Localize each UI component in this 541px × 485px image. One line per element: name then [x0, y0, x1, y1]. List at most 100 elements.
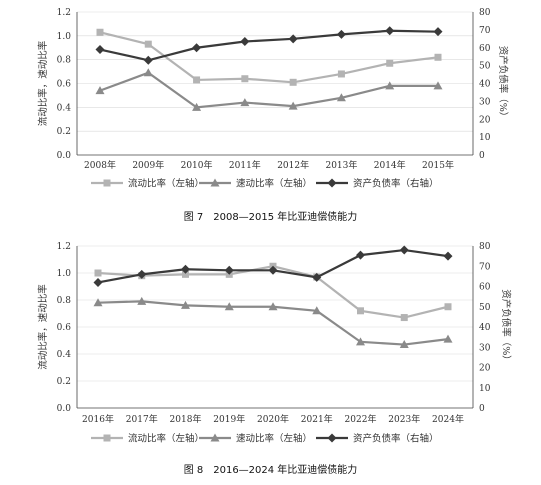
data-point-series-2 [240, 36, 250, 46]
legend-label-0: 流动比率（左轴） [128, 178, 204, 190]
data-point-series-1 [288, 101, 298, 110]
x-tick-label: 2008年 [84, 159, 116, 171]
y-tick-label: 0.8 [57, 296, 72, 306]
y-tick-label: 0.0 [57, 151, 72, 161]
y2-tick-label: 70 [479, 26, 491, 36]
y-tick-label: 0.4 [57, 103, 72, 113]
y-tick-label: 0.6 [57, 80, 72, 90]
data-point-series-0 [444, 303, 452, 311]
chart-2016-2024-caption: 图 8 2016—2024 年比亚迪偿债能力 [183, 465, 358, 476]
y-tick-label: 0.2 [57, 127, 71, 137]
x-tick-label: 2024年 [432, 413, 464, 425]
x-tick-label: 2017年 [126, 413, 158, 425]
series-line-0 [99, 31, 439, 84]
data-point-series-1 [240, 98, 250, 107]
y2-axis-title: 资产负债率（%） [497, 46, 509, 122]
data-point-series-0 [434, 53, 442, 61]
y2-tick-label: 60 [479, 283, 491, 293]
x-tick-label: 2009年 [132, 159, 164, 171]
y2-tick-label: 20 [479, 115, 491, 125]
data-point-series-1 [356, 337, 365, 346]
data-point-series-2 [192, 43, 202, 53]
legend-marker-0 [103, 179, 111, 187]
data-point-series-1 [224, 302, 234, 311]
data-point-series-0 [193, 76, 201, 84]
chart-2016-2024: 0.0 0.2 0.4 0.6 0.8 1.0 1.2 0 10 20 30 40 50 60 70 80 20… [0, 234, 541, 454]
y-axis-title: 流动比率，速动比率 [37, 284, 49, 370]
y-tick-label: 0.2 [57, 377, 71, 387]
data-point-series-2 [399, 245, 409, 255]
data-point-series-0 [241, 75, 249, 83]
chart-2008-2015-caption: 图 7 2008—2015 年比亚迪偿债能力 [183, 212, 358, 223]
x-tick-label: 2013年 [325, 159, 357, 171]
x-tick-label: 2015年 [422, 159, 454, 171]
y2-tick-label: 40 [479, 323, 491, 333]
data-point-series-2 [336, 29, 346, 39]
y-tick-label: 0.0 [57, 404, 72, 414]
y2-tick-label: 20 [479, 364, 491, 374]
legend-label-0: 流动比率（左轴） [128, 433, 204, 445]
data-point-series-1 [336, 93, 346, 102]
data-point-series-0 [96, 28, 104, 36]
legend-marker-1 [210, 433, 220, 442]
x-tick-label: 2023年 [388, 413, 420, 425]
y-axis-title: 流动比率，速动比率 [37, 40, 49, 126]
data-point-series-0 [289, 78, 297, 86]
data-point-series-2 [137, 269, 147, 279]
data-point-series-1 [312, 306, 322, 315]
data-point-series-0 [94, 269, 102, 277]
y2-tick-label: 70 [479, 262, 491, 272]
y2-tick-label: 10 [479, 384, 491, 394]
data-point-series-2 [93, 277, 103, 287]
data-point-series-1 [399, 340, 409, 349]
data-point-series-2 [356, 250, 365, 260]
y2-tick-label: 50 [479, 303, 491, 313]
x-tick-label: 2021年 [301, 413, 333, 425]
x-tick-label: 2018年 [170, 413, 202, 425]
x-tick-label: 2020年 [257, 413, 289, 425]
y2-tick-label: 80 [479, 8, 491, 18]
y-tick-label: 1.2 [57, 242, 71, 252]
y2-tick-label: 40 [479, 80, 491, 90]
data-point-series-2 [433, 27, 443, 37]
x-tick-label: 2016年 [82, 413, 114, 425]
data-point-series-2 [288, 34, 298, 44]
x-tick-label: 2011年 [229, 159, 261, 171]
data-point-series-2 [312, 272, 322, 282]
data-point-series-1 [268, 302, 278, 311]
x-tick-label: 2014年 [374, 159, 406, 171]
data-point-series-0 [386, 59, 394, 67]
y2-tick-label: 80 [479, 242, 491, 252]
data-point-series-2 [95, 45, 105, 55]
data-point-series-1 [192, 102, 202, 111]
chart-2008-2015-svg: 0.0 0.2 0.4 0.6 0.8 1.0 1.2 0 10 20 30 40 50 60 70 80 20… [37, 8, 509, 190]
chart-2008-2015: 0.0 0.2 0.4 0.6 0.8 1.0 1.2 0 10 20 30 40 50 60 70 80 20… [0, 0, 541, 202]
data-point-series-2 [181, 264, 190, 274]
legend-marker-0 [103, 434, 111, 442]
y-tick-label: 1.0 [57, 32, 72, 42]
series-line-1 [99, 71, 438, 109]
y-tick-label: 1.2 [57, 8, 71, 18]
data-point-series-0 [337, 70, 345, 78]
x-tick-label: 2019年 [213, 413, 245, 425]
data-point-series-1 [93, 298, 103, 307]
y-tick-label: 0.6 [57, 323, 72, 333]
legend-label-1: 速动比率（左轴） [236, 433, 312, 445]
x-tick-label: 2012年 [277, 159, 309, 171]
legend-marker-1 [210, 178, 220, 187]
data-point-series-2 [143, 55, 153, 65]
data-point-series-2 [443, 251, 453, 261]
data-point-series-2 [224, 265, 234, 275]
y2-tick-label: 0 [479, 404, 485, 414]
data-point-series-1 [181, 300, 190, 309]
y-tick-label: 1.0 [57, 269, 72, 279]
y2-tick-label: 50 [479, 62, 491, 72]
chart-2016-2024-svg: 0.0 0.2 0.4 0.6 0.8 1.0 1.2 0 10 20 30 40 50 60 70 80 20… [37, 242, 512, 445]
data-point-series-1 [95, 86, 105, 95]
y-tick-label: 0.8 [57, 56, 72, 66]
y2-tick-label: 30 [479, 97, 491, 107]
data-point-series-0 [144, 40, 152, 48]
legend-label-1: 速动比率（左轴） [236, 178, 312, 190]
data-point-series-0 [182, 270, 189, 278]
data-point-series-2 [385, 26, 395, 36]
